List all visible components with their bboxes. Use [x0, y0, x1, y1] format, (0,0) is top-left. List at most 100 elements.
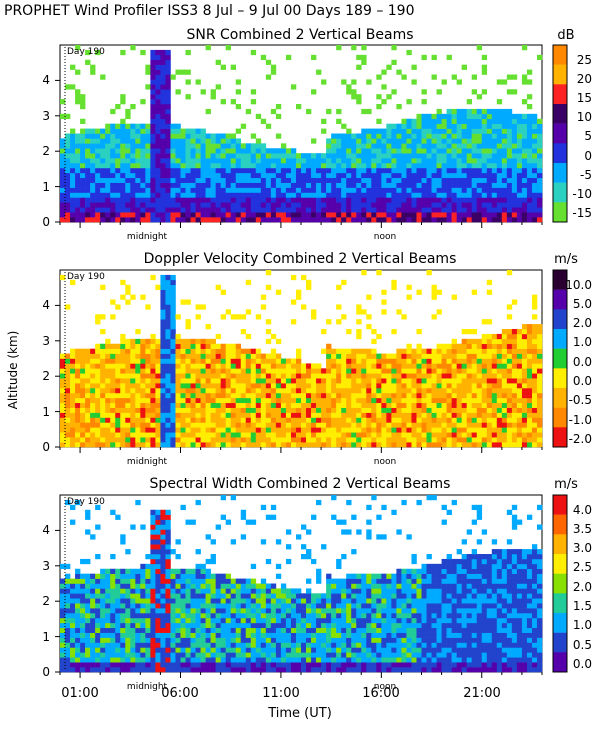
heatmap-cell [386, 128, 392, 134]
heatmap-cell [411, 437, 417, 443]
ytick-label: 0 [42, 215, 50, 229]
heatmap-cell [516, 442, 523, 448]
heatmap-cell [316, 167, 322, 174]
heatmap-cell [110, 427, 116, 433]
heatmap-cell [95, 637, 101, 643]
heatmap-cell [160, 657, 166, 663]
heatmap-cell [105, 338, 111, 345]
heatmap-cell [200, 143, 206, 149]
heatmap-cell [90, 432, 96, 438]
heatmap-cell [165, 544, 171, 550]
heatmap-cell [140, 358, 146, 364]
heatmap-cell [240, 437, 247, 443]
heatmap-cell [240, 163, 247, 169]
heatmap-cell [135, 202, 141, 208]
heatmap-cell [155, 284, 161, 290]
heatmap-cell [210, 94, 216, 100]
heatmap-cell [326, 363, 332, 369]
heatmap-cell [391, 217, 397, 223]
heatmap-cell [120, 657, 126, 663]
heatmap-cell [321, 217, 327, 223]
heatmap-cell [145, 343, 151, 349]
heatmap-cell [536, 442, 543, 448]
heatmap-cell [376, 388, 382, 394]
heatmap-cell [185, 163, 191, 169]
heatmap-cell [531, 163, 538, 169]
heatmap-cell [185, 603, 191, 609]
heatmap-cell [446, 128, 452, 134]
heatmap-cell [240, 417, 247, 423]
heatmap-cell [516, 217, 523, 223]
heatmap-cell [110, 412, 116, 418]
heatmap-cell [60, 113, 66, 120]
heatmap-cell [471, 172, 478, 179]
heatmap-cell [135, 383, 141, 389]
heatmap-cell [135, 197, 141, 203]
heatmap-cell [346, 158, 352, 164]
heatmap-cell [466, 427, 473, 433]
heatmap-cell [331, 358, 337, 364]
heatmap-cell [140, 187, 146, 193]
heatmap-cell [230, 417, 237, 423]
heatmap-cell [120, 388, 126, 394]
heatmap-cell [100, 177, 106, 183]
heatmap-cell [366, 402, 372, 408]
heatmap-cell [90, 383, 96, 389]
heatmap-cell [401, 148, 407, 154]
heatmap-cell [461, 378, 467, 384]
heatmap-cell [160, 133, 166, 139]
heatmap-cell [130, 172, 136, 179]
heatmap-cell [446, 197, 452, 203]
heatmap-cell [471, 422, 478, 428]
heatmap-cell [195, 437, 201, 443]
heatmap-cell [461, 368, 467, 374]
heatmap-cell [356, 202, 362, 208]
heatmap-cell [205, 138, 211, 144]
heatmap-cell [466, 348, 473, 354]
heatmap-cell [220, 343, 226, 349]
heatmap-cell [381, 363, 387, 369]
heatmap-cell [326, 358, 332, 364]
heatmap-cell [361, 217, 367, 223]
heatmap-cell [491, 202, 498, 208]
heatmap-cell [110, 627, 116, 633]
heatmap-cell [280, 373, 287, 379]
heatmap-cell [120, 432, 126, 438]
heatmap-cell [85, 392, 91, 399]
heatmap-cell [185, 197, 191, 203]
heatmap-cell [160, 333, 166, 340]
heatmap-cell [491, 192, 498, 198]
heatmap-cell [371, 163, 377, 169]
heatmap-cell [70, 662, 76, 668]
heatmap-cell [416, 187, 422, 193]
heatmap-cell [346, 427, 352, 433]
heatmap-cell [431, 363, 437, 369]
heatmap-cell [230, 348, 237, 354]
heatmap-cell [386, 182, 392, 188]
heatmap-cell [295, 407, 302, 413]
heatmap-cell [175, 622, 181, 629]
heatmap-cell [481, 422, 488, 428]
heatmap-cell [190, 422, 196, 428]
heatmap-cell [210, 133, 216, 139]
heatmap-cell [225, 343, 232, 349]
heatmap-cell [501, 202, 508, 208]
heatmap-cell [466, 99, 473, 105]
heatmap-cell [536, 324, 543, 330]
heatmap-cell [160, 279, 166, 286]
heatmap-cell [110, 573, 116, 579]
heatmap-cell [456, 143, 462, 149]
heatmap-cell [225, 212, 232, 218]
heatmap-cell [230, 437, 237, 443]
heatmap-cell [70, 652, 76, 658]
heatmap-cell [250, 348, 257, 354]
heatmap-cell [140, 153, 146, 159]
heatmap-cell [496, 383, 503, 389]
heatmap-cell [145, 182, 151, 188]
heatmap-cell [80, 192, 86, 198]
heatmap-cell [371, 353, 377, 359]
heatmap-cell [240, 432, 247, 438]
heatmap-cell [245, 153, 252, 159]
heatmap-cell [135, 593, 141, 599]
heatmap-cell [65, 432, 71, 438]
